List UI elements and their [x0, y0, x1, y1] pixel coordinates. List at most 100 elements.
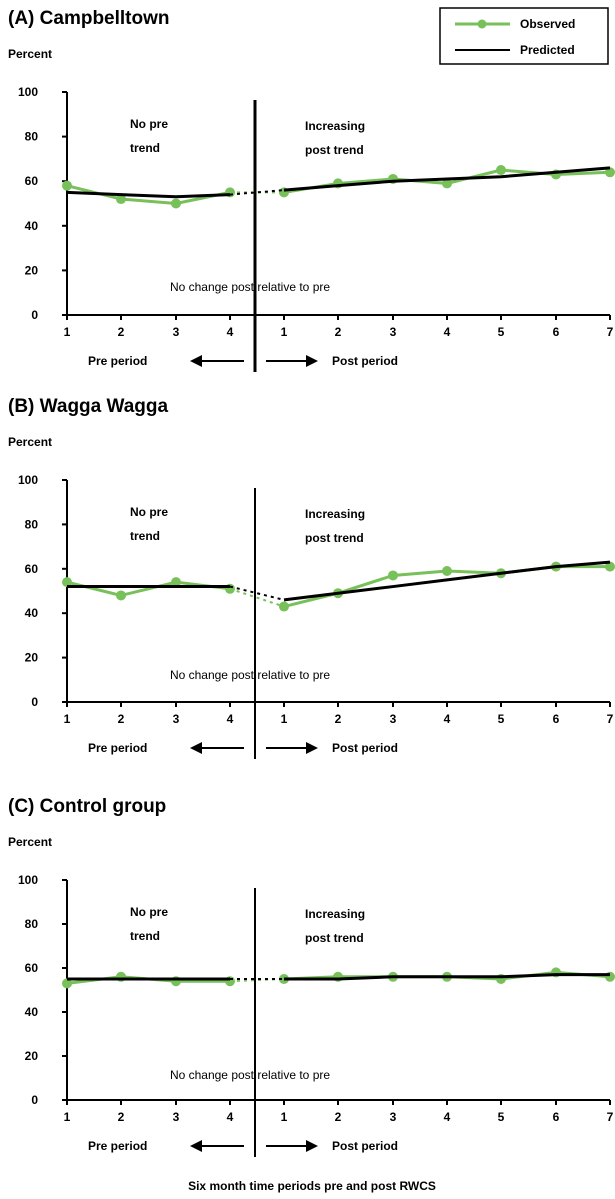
x-tick-label: 1 — [64, 712, 71, 726]
post-trend-label: Increasing — [305, 507, 365, 521]
x-tick-label: 1 — [64, 1110, 71, 1124]
pre-period-label: Pre period — [88, 354, 147, 368]
observed-connector — [229, 978, 285, 983]
observed-connector — [229, 587, 285, 608]
observed-point — [279, 601, 289, 612]
x-tick-label: 2 — [118, 1110, 125, 1124]
y-tick-label: 60 — [25, 961, 39, 975]
x-tick-label: 4 — [444, 325, 451, 339]
observed-point — [116, 194, 126, 205]
post-arrow-head — [306, 742, 318, 754]
legend-predicted-label: Predicted — [520, 43, 575, 57]
y-tick-label: 0 — [31, 695, 38, 709]
x-tick-label: 7 — [607, 325, 614, 339]
y-tick-label: 20 — [25, 1049, 39, 1063]
pre-trend-label: No pre — [130, 905, 168, 919]
y-tick-label: 60 — [25, 562, 39, 576]
observed-line-pre — [66, 580, 231, 597]
x-tick-label: 3 — [390, 325, 397, 339]
post-arrow-head — [306, 1140, 318, 1152]
chart-title: (A) Campbelltown — [8, 8, 170, 29]
x-tick-label: 3 — [173, 325, 180, 339]
panel-campbelltown: (A) Campbelltown Percent 0 20 40 60 80 100 1 2 3 4 1… — [8, 8, 615, 372]
x-tick-label: 3 — [173, 1110, 180, 1124]
pre-trend-label: No pre — [130, 117, 168, 131]
x-tick-label: 3 — [390, 712, 397, 726]
legend-observed-marker — [477, 19, 487, 29]
observed-point — [496, 165, 506, 176]
change-note: No change post relative to pre — [170, 1068, 330, 1082]
x-tick-label: 1 — [281, 325, 288, 339]
pre-arrow-head — [190, 355, 202, 367]
predicted-connector — [229, 585, 285, 601]
panel-wagga-wagga: (B) Wagga Wagga Percent 0 20 40 60 80 100 1 2 3 4 1 2… — [8, 396, 615, 759]
y-axis-label: Percent — [8, 435, 52, 449]
x-tick-label: 4 — [227, 325, 234, 339]
legend-observed-label: Observed — [520, 17, 575, 31]
x-tick-label: 2 — [118, 712, 125, 726]
y-tick-label: 100 — [18, 473, 38, 487]
pre-trend-label: trend — [130, 141, 160, 155]
observed-point — [171, 198, 181, 209]
post-trend-label: Increasing — [305, 119, 365, 133]
x-tick-label: 3 — [173, 712, 180, 726]
y-axis-label: Percent — [8, 835, 52, 849]
x-tick-label: 5 — [498, 1110, 505, 1124]
x-tick-label: 7 — [607, 712, 614, 726]
x-tick-label: 6 — [553, 712, 560, 726]
change-note: No change post relative to pre — [170, 668, 330, 682]
post-period-label: Post period — [332, 1139, 398, 1153]
x-tick-label: 6 — [553, 325, 560, 339]
x-tick-label: 4 — [227, 1110, 234, 1124]
y-tick-label: 60 — [25, 174, 39, 188]
observed-point — [116, 590, 126, 601]
x-tick-label: 2 — [118, 325, 125, 339]
pre-trend-label: trend — [130, 929, 160, 943]
post-trend-label: post trend — [305, 143, 364, 157]
pre-period-label: Pre period — [88, 1139, 147, 1153]
y-tick-label: 100 — [18, 85, 38, 99]
x-tick-label: 1 — [64, 325, 71, 339]
x-tick-label: 2 — [335, 325, 342, 339]
x-tick-label: 5 — [498, 712, 505, 726]
observed-point — [62, 978, 72, 989]
observed-point — [605, 167, 615, 178]
x-tick-label: 2 — [335, 712, 342, 726]
x-tick-label: 4 — [227, 712, 234, 726]
y-tick-label: 80 — [25, 130, 39, 144]
x-axis-caption: Six month time periods pre and post RWCS — [188, 1179, 436, 1193]
x-tick-label: 7 — [607, 1110, 614, 1124]
observed-point — [442, 178, 452, 189]
predicted-line-post — [283, 166, 611, 192]
y-tick-label: 40 — [25, 606, 39, 620]
chart-title: (B) Wagga Wagga — [8, 396, 169, 417]
observed-point — [388, 570, 398, 581]
y-tick-label: 20 — [25, 651, 39, 665]
pre-period-label: Pre period — [88, 741, 147, 755]
observed-point — [171, 577, 181, 588]
x-tick-label: 1 — [281, 1110, 288, 1124]
predicted-line-pre — [66, 190, 231, 199]
legend: Observed Predicted — [439, 7, 609, 65]
x-tick-label: 4 — [444, 712, 451, 726]
predicted-connector — [229, 189, 285, 196]
post-trend-label: post trend — [305, 931, 364, 945]
pre-arrow-head — [190, 1140, 202, 1152]
pre-trend-label: No pre — [130, 505, 168, 519]
x-tick-label: 6 — [553, 1110, 560, 1124]
pre-arrow-head — [190, 742, 202, 754]
predicted-line-post — [284, 973, 610, 981]
post-period-label: Post period — [332, 354, 398, 368]
x-tick-label: 2 — [335, 1110, 342, 1124]
x-tick-label: 4 — [444, 1110, 451, 1124]
y-axis-label: Percent — [8, 47, 52, 61]
y-tick-label: 80 — [25, 917, 39, 931]
legend-box — [439, 7, 609, 65]
post-period-label: Post period — [332, 741, 398, 755]
post-trend-label: Increasing — [305, 907, 365, 921]
y-tick-label: 0 — [31, 1093, 38, 1107]
y-tick-label: 40 — [25, 219, 39, 233]
post-arrow-head — [306, 355, 318, 367]
x-tick-label: 3 — [390, 1110, 397, 1124]
